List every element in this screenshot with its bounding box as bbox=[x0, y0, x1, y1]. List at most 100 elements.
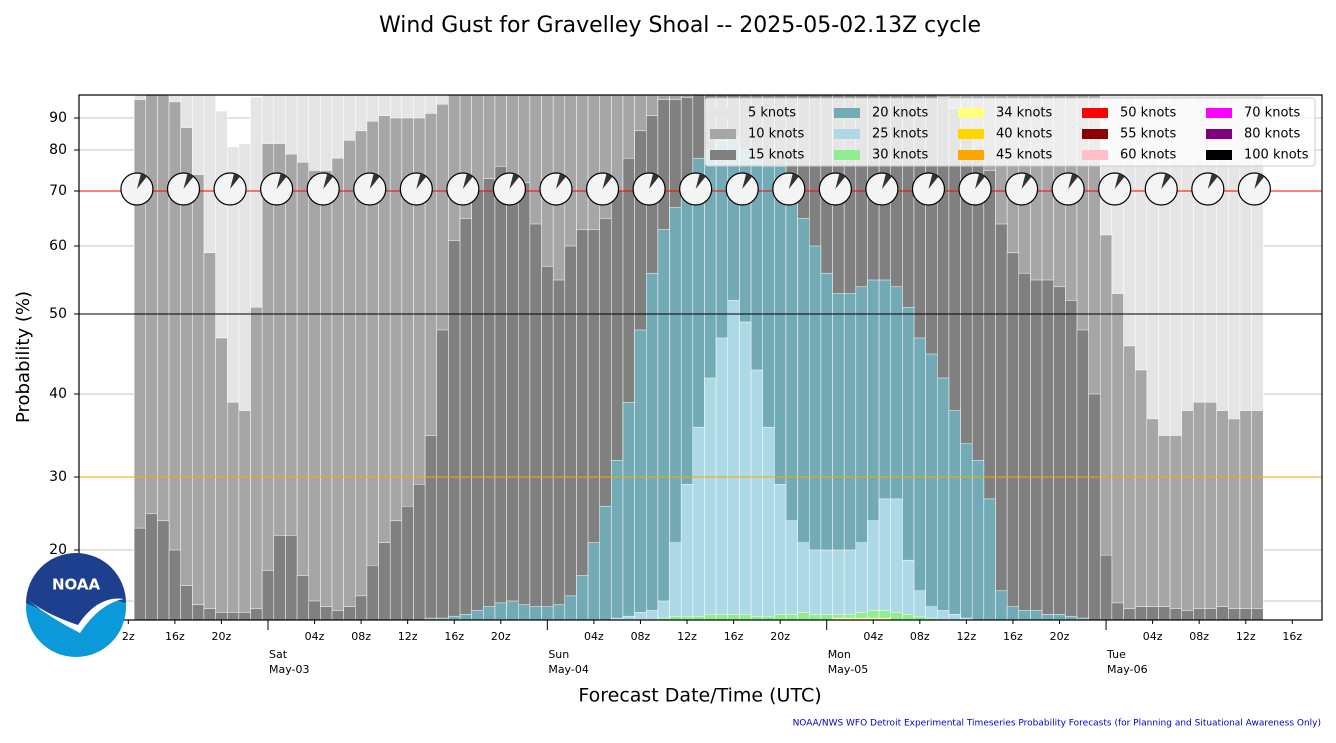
x-tick-label: 20z bbox=[490, 630, 511, 643]
x-tick-label: 16z bbox=[1003, 630, 1023, 643]
y-tick-label: 80 bbox=[49, 142, 67, 158]
bar bbox=[1158, 606, 1171, 621]
bar bbox=[226, 402, 240, 621]
bar bbox=[285, 535, 298, 621]
bar bbox=[878, 498, 891, 621]
bar bbox=[1123, 608, 1136, 621]
x-tick-label: 16z bbox=[444, 630, 465, 643]
x-tick-label: 20z bbox=[211, 630, 232, 643]
legend-label: 45 knots bbox=[996, 148, 1052, 163]
bar bbox=[948, 614, 961, 621]
legend-swatch bbox=[1206, 108, 1232, 118]
legend-swatch bbox=[710, 129, 736, 139]
y-tick-label: 90 bbox=[49, 110, 67, 126]
x-tick-label: 08z bbox=[351, 630, 371, 643]
direction-wedge bbox=[788, 173, 799, 189]
bar bbox=[494, 602, 507, 621]
legend-label: 100 knots bbox=[1244, 148, 1309, 163]
bar bbox=[459, 218, 472, 621]
bar bbox=[471, 610, 484, 621]
legend-label: 34 knots bbox=[996, 106, 1052, 121]
bar bbox=[564, 245, 577, 621]
direction-wedge bbox=[1021, 173, 1032, 189]
bar bbox=[192, 174, 205, 621]
bar bbox=[541, 606, 554, 621]
y-tick-label: 50 bbox=[49, 306, 67, 322]
legend-label: 70 knots bbox=[1244, 106, 1300, 121]
direction-wedge bbox=[276, 173, 287, 189]
x-tick-label: 08z bbox=[1189, 630, 1210, 643]
bar bbox=[1123, 345, 1136, 621]
x-tick-label: 2z bbox=[121, 630, 135, 643]
legend-label: 80 knots bbox=[1244, 127, 1300, 142]
bar bbox=[890, 498, 903, 621]
legend-swatch bbox=[1082, 129, 1108, 139]
bar bbox=[576, 575, 589, 621]
bar bbox=[913, 337, 926, 621]
direction-wedge bbox=[462, 173, 473, 189]
bar bbox=[704, 377, 717, 621]
direction-wedge bbox=[230, 173, 241, 189]
bar bbox=[448, 240, 461, 621]
x-tick-label: 12z bbox=[1235, 630, 1256, 643]
bar bbox=[1228, 418, 1241, 621]
direction-rose bbox=[1004, 172, 1039, 206]
bar bbox=[1169, 608, 1182, 621]
x-axis-label: Forecast Date/Time (UTC) bbox=[578, 685, 821, 707]
x-tick-label: 12z bbox=[677, 630, 697, 643]
x-day-label: Mon May-05 bbox=[827, 648, 869, 676]
bar bbox=[529, 223, 542, 621]
bar bbox=[1006, 252, 1020, 621]
bar bbox=[226, 612, 240, 621]
legend-label: 50 knots bbox=[1120, 106, 1176, 121]
bar bbox=[1111, 293, 1124, 621]
bar bbox=[203, 252, 216, 621]
legend-swatch bbox=[1206, 150, 1232, 160]
direction-wedge bbox=[602, 173, 613, 189]
legend-label: 60 knots bbox=[1120, 148, 1176, 163]
bar bbox=[1111, 602, 1124, 621]
legend-label: 40 knots bbox=[996, 127, 1052, 142]
x-tick-label: 20z bbox=[770, 630, 791, 643]
legend-label: 10 knots bbox=[748, 127, 804, 142]
bar bbox=[192, 604, 205, 621]
legend-swatch bbox=[1082, 150, 1108, 160]
bar bbox=[343, 606, 356, 621]
bar bbox=[529, 606, 542, 621]
direction-wedge bbox=[928, 173, 939, 189]
bar bbox=[250, 608, 263, 621]
bar bbox=[564, 595, 577, 621]
bar bbox=[1158, 435, 1171, 621]
bar bbox=[622, 402, 635, 621]
axes: 102030405060708090 bbox=[49, 110, 1293, 630]
legend-label: 20 knots bbox=[872, 106, 928, 121]
direction-wedge bbox=[1068, 173, 1079, 189]
bar bbox=[995, 590, 1008, 621]
logo-text: NOAA bbox=[52, 576, 101, 594]
bar bbox=[657, 229, 670, 621]
bar bbox=[704, 614, 717, 621]
direction-wedge bbox=[555, 173, 566, 189]
x-tick-label: 04z bbox=[584, 630, 604, 643]
bar bbox=[715, 614, 729, 621]
bar bbox=[1146, 606, 1159, 621]
direction-wedge bbox=[1254, 173, 1265, 189]
bar bbox=[739, 321, 752, 621]
bar bbox=[471, 190, 484, 621]
y-tick-label: 70 bbox=[49, 183, 67, 199]
direction-wedge bbox=[136, 173, 147, 189]
legend-label: 55 knots bbox=[1120, 127, 1176, 142]
bar bbox=[680, 484, 694, 621]
direction-wedge bbox=[1114, 173, 1125, 189]
bar bbox=[1239, 410, 1252, 621]
bar bbox=[1204, 608, 1217, 621]
x-tick-label: 20z bbox=[1049, 630, 1070, 643]
bar bbox=[1204, 402, 1217, 621]
legend-swatch bbox=[710, 150, 736, 160]
legend-swatch bbox=[958, 129, 984, 139]
bar bbox=[145, 513, 158, 621]
bar bbox=[1006, 606, 1020, 621]
bar bbox=[692, 426, 705, 621]
bar bbox=[576, 229, 589, 621]
bar bbox=[413, 484, 426, 621]
